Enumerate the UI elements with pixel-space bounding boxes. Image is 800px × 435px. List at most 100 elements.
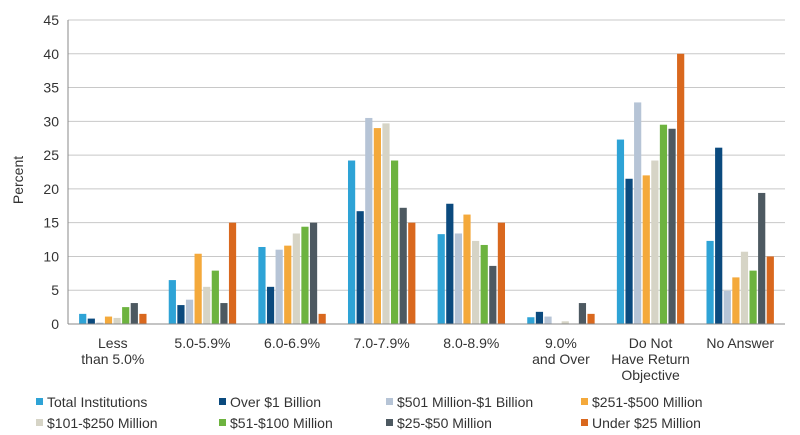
bar (616, 139, 625, 324)
legend-label: $51-$100 Million (230, 415, 333, 431)
bar (454, 233, 463, 324)
y-tick-label: 45 (43, 12, 59, 28)
bar (480, 244, 488, 324)
x-tick-label: Less (98, 335, 128, 351)
bar (659, 124, 668, 325)
bar (266, 286, 275, 324)
legend-swatch (386, 419, 393, 426)
bar (292, 233, 300, 324)
bar (535, 311, 544, 324)
y-tick-label: 25 (43, 147, 59, 163)
bar (258, 246, 266, 324)
x-tick-label: Objective (621, 367, 680, 383)
bar (399, 207, 407, 324)
legend-swatch (219, 398, 226, 405)
bar (194, 253, 202, 324)
bar (139, 313, 147, 324)
legend-swatch (219, 419, 226, 426)
bar (382, 123, 390, 324)
x-tick-label: 8.0-8.9% (443, 335, 499, 351)
y-tick-label: 20 (43, 181, 59, 197)
x-tick-label: 6.0-6.9% (264, 335, 320, 351)
y-tick-label: 10 (43, 248, 59, 264)
bar (766, 256, 774, 324)
bar (446, 203, 454, 324)
legend-swatch (36, 398, 43, 405)
y-tick-label: 15 (43, 215, 59, 231)
bar (740, 251, 749, 324)
bar (634, 102, 642, 324)
bar (578, 303, 587, 324)
x-tick-label: Have Return (611, 351, 690, 367)
bar (113, 317, 121, 324)
y-tick-label: 30 (43, 113, 59, 129)
bar (497, 222, 506, 324)
bar (489, 265, 497, 324)
bar (79, 313, 87, 324)
bars (79, 53, 774, 325)
legend-swatch (386, 398, 393, 405)
bar (87, 318, 95, 324)
bar (356, 211, 364, 324)
x-tick-label: and Over (532, 351, 590, 367)
bar (715, 147, 723, 324)
gridlines (68, 19, 785, 291)
bar (130, 303, 138, 324)
bar (122, 307, 130, 324)
bar (642, 175, 650, 324)
legend-label: $101-$250 Million (47, 415, 158, 431)
bar (104, 316, 113, 324)
legend-label: $501 Million-$1 Billion (397, 394, 533, 410)
x-tick-label: 7.0-7.9% (354, 335, 410, 351)
bar (408, 222, 416, 324)
bar (211, 270, 219, 324)
bar (228, 222, 237, 324)
x-tick-label: Do Not (629, 335, 673, 351)
bar (275, 249, 283, 324)
bar (706, 240, 714, 324)
y-tick-label: 35 (43, 80, 59, 96)
bar (651, 160, 659, 324)
y-tick-label: 5 (51, 282, 59, 298)
bar (96, 322, 104, 324)
bar (587, 313, 595, 324)
bar (390, 160, 399, 324)
y-tick-label: 0 (51, 316, 59, 332)
bar (732, 277, 740, 324)
bar (677, 53, 685, 324)
bar (373, 128, 381, 324)
bar (177, 305, 185, 324)
bar (220, 303, 228, 324)
bar (203, 286, 211, 324)
legend-swatch (581, 398, 588, 405)
bar (749, 270, 757, 324)
legend-swatch (36, 419, 43, 426)
x-tick-label: No Answer (706, 335, 774, 351)
bar (463, 214, 471, 324)
bar (309, 222, 318, 324)
bar (318, 313, 326, 324)
bar (347, 160, 356, 324)
y-tick-label: 40 (43, 46, 59, 62)
bar (472, 240, 480, 324)
x-tick-label: 9.0% (545, 335, 577, 351)
legend-label: Total Institutions (47, 394, 147, 410)
bar (527, 317, 535, 324)
bar (301, 226, 309, 324)
bar (625, 178, 633, 324)
bar (561, 321, 569, 324)
bar (723, 290, 731, 324)
x-tick-label: than 5.0% (81, 351, 144, 367)
bar (544, 316, 552, 324)
legend-label: Over $1 Billion (230, 394, 321, 410)
bar (168, 280, 176, 324)
bar (437, 234, 445, 324)
legend-swatch (581, 419, 588, 426)
legend-label: $25-$50 Million (397, 415, 492, 431)
bar (185, 299, 194, 324)
bar (284, 245, 292, 324)
bar (668, 128, 676, 324)
legend: Total Institutions Over $1 Billion $501 Mi… (36, 394, 703, 431)
bar (365, 117, 373, 325)
